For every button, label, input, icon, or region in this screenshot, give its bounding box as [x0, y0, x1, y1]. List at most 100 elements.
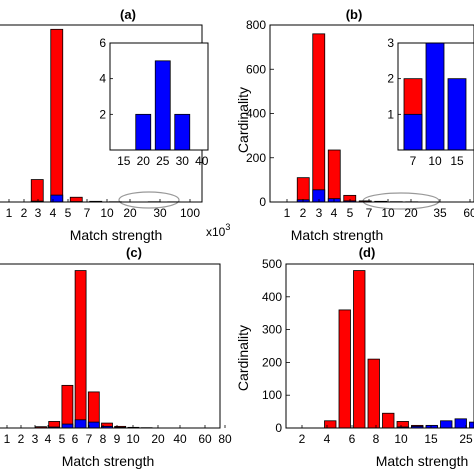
panel-d-title: (d)	[359, 245, 376, 260]
x-tick-label: 8	[373, 432, 380, 446]
x-tick-label: 2	[299, 432, 306, 446]
inset-x-tick-label: 40	[195, 154, 209, 168]
x-tick-label: 10	[126, 432, 140, 446]
inset-y-tick-label: 1	[387, 107, 394, 121]
x-tick-label: 100	[180, 206, 200, 220]
x-tick-label: 2	[21, 206, 28, 220]
y-tick-label: 600	[246, 62, 266, 76]
y-tick-label: 400	[246, 107, 266, 121]
bar-red-5	[61, 384, 74, 429]
x-tick-label: 15	[424, 432, 438, 446]
panel-a-inset: 15 20 25 30 40 2 4 6	[99, 36, 208, 168]
inset-x-tick-label: 20	[137, 154, 151, 168]
x-tick-label: 5	[65, 206, 72, 220]
x-tick-label: 60	[198, 432, 212, 446]
bar-red-5	[338, 309, 351, 429]
x-tick-label: 7	[366, 206, 373, 220]
panel-d-xlabel: Match strength	[376, 453, 469, 469]
panel-d-plot: 2 4 6 8 10 15 25 0 100 200 300 400 500	[262, 257, 474, 446]
x-tick-label: 5	[347, 206, 354, 220]
y-tick-label: 500	[262, 257, 282, 271]
bar-blue-25	[469, 421, 474, 429]
inset-bar-blue-7	[403, 113, 423, 151]
y-tick-label: 300	[262, 323, 282, 337]
inset-bar-blue-30	[174, 113, 191, 151]
bar-red-8	[382, 412, 395, 429]
bar-blue-6	[74, 419, 87, 429]
x-tick-label: 1	[4, 432, 11, 446]
x-tick-label: 20	[123, 206, 137, 220]
inset-y-tick-label: 6	[99, 36, 106, 50]
inset-x-tick-label: 25	[156, 154, 170, 168]
x-tick-label: 4	[331, 206, 338, 220]
x-tick-label: 3	[35, 206, 42, 220]
y-tick-label: 800	[246, 18, 266, 32]
inset-x-tick-label: 10	[428, 154, 442, 168]
y-tick-label: 0	[275, 421, 282, 435]
x-tick-label: 1	[284, 206, 291, 220]
x-tick-label: 8	[100, 432, 107, 446]
x-tick-label: 80	[218, 432, 232, 446]
x-tick-label: 35	[433, 206, 447, 220]
bar-blue-15	[440, 420, 453, 429]
x-tick-label: 40	[173, 432, 187, 446]
x-tick-label: 60	[463, 206, 474, 220]
panel-b-plot: 123457102035600200400600800710152123	[246, 18, 474, 220]
inset-x-tick-label: 7	[410, 154, 417, 168]
bar-red-6	[74, 270, 87, 429]
inset-frame	[109, 42, 209, 151]
x-tick-label: 2	[300, 206, 307, 220]
bar-blue-7	[87, 421, 100, 429]
panel-a-zoom-ellipse	[118, 191, 180, 209]
panel-a-title: (a)	[120, 7, 136, 22]
axes-frame	[0, 263, 221, 429]
x-tick-label: 4	[324, 432, 331, 446]
x-tick-label: 3	[316, 206, 323, 220]
bar-red-3	[312, 33, 326, 203]
x-tick-label: 2	[18, 432, 25, 446]
x-tick-label: 4	[45, 432, 52, 446]
y-tick-label: 200	[262, 355, 282, 369]
x-tick-label: 6	[349, 432, 356, 446]
bar-blue-20	[454, 418, 467, 429]
inset-bar-blue-20	[135, 113, 152, 151]
panel-c-plot: 1 2 3 4 5 6 7 8 9 10 20 40 60 80	[0, 263, 232, 446]
panel-b-ylabel: Cardinality	[235, 87, 251, 153]
inset-y-tick-label: 3	[387, 36, 394, 50]
x-tick-label: 10	[381, 206, 395, 220]
bar-red-2	[30, 179, 44, 203]
x-tick-label: 25	[459, 432, 473, 446]
x-tick-label: 9	[114, 432, 121, 446]
panel-d-ylabel: Cardinality	[235, 325, 251, 391]
x-tick-label: 10	[394, 432, 408, 446]
inset-y-tick-label: 4	[99, 72, 106, 86]
panel-b-title: (b)	[346, 7, 363, 22]
bar-red-4	[327, 149, 341, 203]
y-tick-label: 400	[262, 290, 282, 304]
inset-frame	[397, 42, 474, 151]
x-tick-label: 1	[6, 206, 13, 220]
y-tick-label: 0	[259, 195, 266, 209]
panel-c-title: (c)	[126, 245, 142, 260]
inset-x-tick-label: 30	[176, 154, 190, 168]
x-tick-label: 20	[404, 206, 418, 220]
bar-blue-5	[61, 423, 74, 429]
y-tick-label: 100	[262, 388, 282, 402]
panel-a-xlabel: Match strength	[70, 227, 163, 243]
inset-x-tick-label: 15	[117, 154, 131, 168]
inset-y-tick-label: 2	[99, 107, 106, 121]
x-tick-label: 20	[151, 432, 165, 446]
bar-red-2	[296, 177, 310, 203]
panel-a-multiplier: x103	[206, 222, 230, 239]
inset-bar-blue-10	[425, 42, 445, 151]
panel-b-xlabel: Match strength	[291, 227, 384, 243]
panel-c-xlabel: Match strength	[62, 453, 155, 469]
panel-b-inset: 710152123	[387, 36, 474, 168]
x-tick-label: 6	[72, 432, 79, 446]
inset-y-tick-label: 2	[387, 72, 394, 86]
x-tick-label: 3	[32, 432, 39, 446]
axes-frame	[285, 263, 474, 429]
x-tick-label: 30	[153, 206, 167, 220]
